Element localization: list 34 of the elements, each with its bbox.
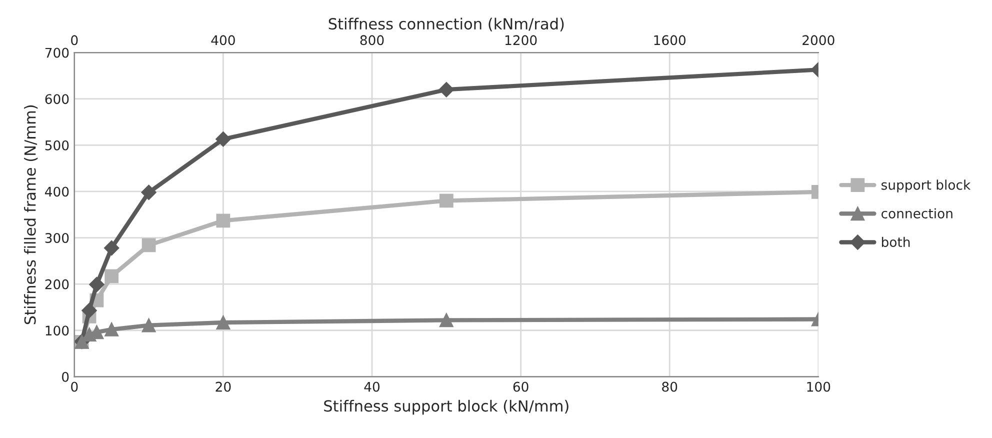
x-tick-label: 20 — [216, 382, 231, 392]
x2-tick-label: 2000 — [802, 35, 834, 46]
x2-tick-label: 400 — [211, 35, 235, 46]
x-tick-label: 40 — [364, 382, 380, 392]
x2-tick-label: 1600 — [654, 35, 686, 46]
y-tick-label: 600 — [45, 94, 69, 104]
x2-tick-label: 0 — [71, 35, 78, 46]
y-tick-label: 300 — [45, 232, 69, 243]
point — [216, 214, 230, 228]
x-tick-label: 0 — [71, 382, 78, 392]
legend-label: support block — [881, 180, 971, 192]
y-tick-label: 0 — [62, 372, 69, 382]
point — [82, 302, 97, 318]
x-axis-title: Stiffness support block (kN/mm) — [324, 400, 568, 415]
y-tick-label: 400 — [45, 186, 69, 197]
point — [142, 238, 156, 252]
point — [104, 240, 120, 256]
legend-label: connection — [882, 208, 952, 218]
x2-tick-label: 800 — [360, 35, 384, 46]
y-tick-label: 100 — [46, 326, 69, 336]
y-tick-label: 200 — [45, 279, 69, 290]
x-tick-label: 100 — [807, 382, 830, 392]
x-tick-label: 60 — [513, 382, 528, 392]
point — [104, 269, 119, 284]
point — [216, 132, 231, 147]
y-axis-title: Stiffness filled frame (N/mm) — [24, 105, 38, 324]
legend-label: both — [882, 236, 910, 248]
y-tick-label: 700 — [45, 48, 69, 58]
y-tick-label: 500 — [45, 140, 69, 150]
x2-tick-label: 1200 — [505, 35, 537, 46]
point — [89, 276, 104, 292]
point — [141, 184, 156, 200]
x-tick-label: 80 — [662, 382, 678, 392]
x2-axis-title: Stiffness connection (kNm/rad) — [328, 18, 564, 32]
